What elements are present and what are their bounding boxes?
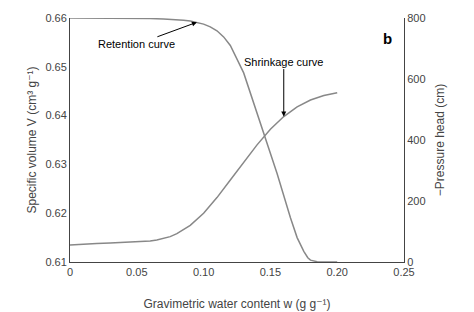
svg-text:Retention curve: Retention curve — [98, 38, 175, 50]
svg-text:400: 400 — [407, 134, 425, 146]
svg-text:0.65: 0.65 — [45, 61, 66, 73]
svg-text:−Pressure head (cm): −Pressure head (cm) — [433, 84, 447, 196]
svg-text:b: b — [383, 30, 392, 47]
svg-text:0.15: 0.15 — [260, 266, 281, 278]
svg-text:800: 800 — [407, 12, 425, 24]
svg-text:0.20: 0.20 — [326, 266, 347, 278]
svg-text:0.61: 0.61 — [45, 256, 66, 268]
svg-text:0.62: 0.62 — [45, 207, 66, 219]
svg-text:0.25: 0.25 — [393, 266, 414, 278]
svg-text:0.63: 0.63 — [45, 158, 66, 170]
svg-text:Gravimetric water content w (g: Gravimetric water content w (g g⁻¹) — [143, 297, 330, 311]
svg-text:0.64: 0.64 — [45, 109, 66, 121]
svg-text:0.05: 0.05 — [126, 266, 147, 278]
svg-text:Specific volume V (cm³ g⁻¹): Specific volume V (cm³ g⁻¹) — [25, 66, 39, 213]
svg-text:0.66: 0.66 — [45, 12, 66, 24]
svg-text:0: 0 — [67, 266, 73, 278]
svg-text:200: 200 — [407, 195, 425, 207]
svg-text:0.10: 0.10 — [193, 266, 214, 278]
svg-text:0: 0 — [407, 256, 413, 268]
svg-text:600: 600 — [407, 73, 425, 85]
svg-text:Shrinkage curve: Shrinkage curve — [244, 56, 324, 68]
